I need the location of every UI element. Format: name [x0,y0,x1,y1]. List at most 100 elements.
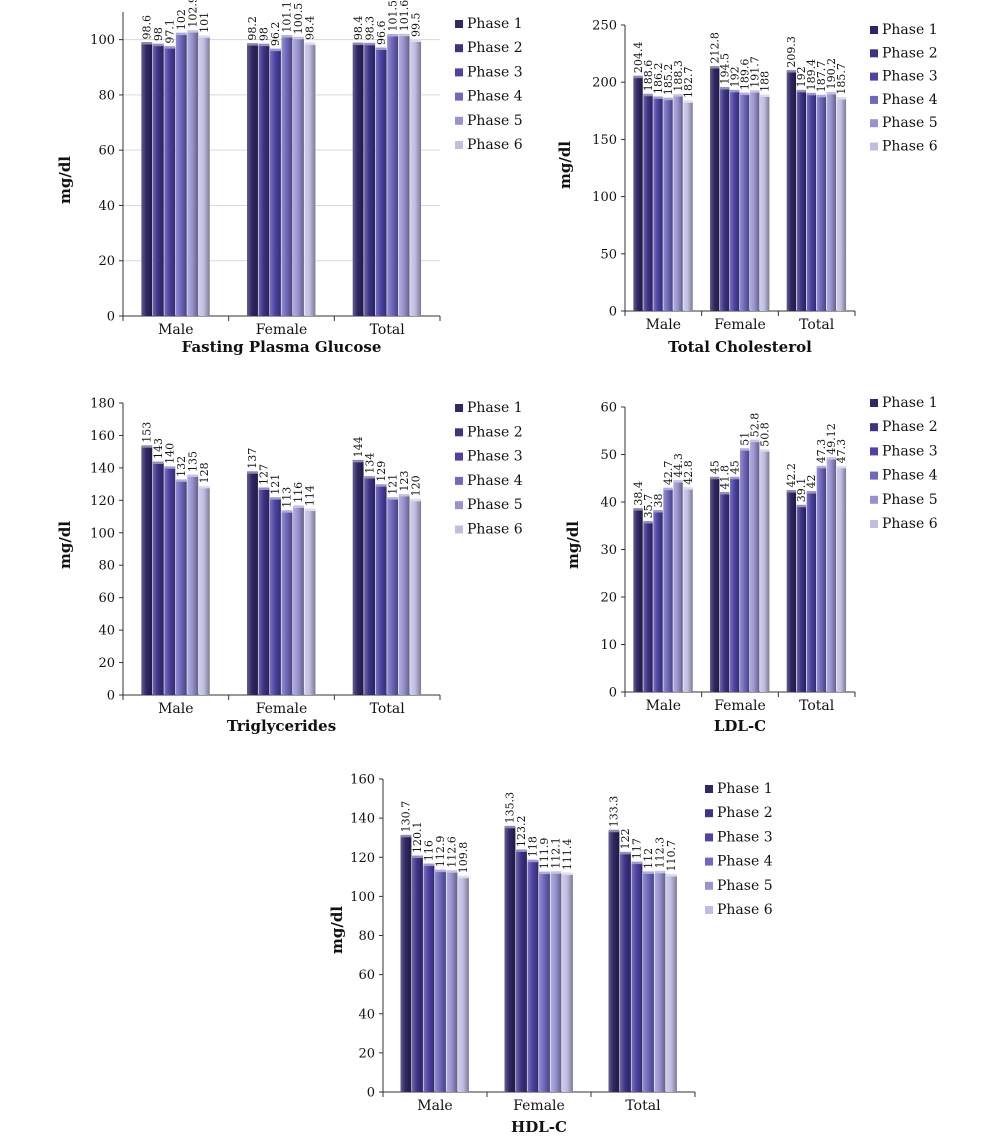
bar [720,493,730,692]
bar [539,873,550,1092]
legend-swatch [870,495,878,504]
bar [836,98,847,311]
bar [410,41,422,316]
data-label: 122 [619,828,632,849]
bar [796,91,807,312]
bar-cap [387,33,399,37]
data-label: 99.5 [409,13,422,38]
bar [760,95,770,311]
category-label: Total [625,1098,661,1114]
y-tick-label: 0 [107,689,115,704]
bar-cap [750,90,760,93]
bar-cap [683,100,693,103]
legend-swatch [705,785,713,793]
bar-cap [786,70,797,73]
bar-cap [730,476,740,480]
bar-cap [187,474,199,477]
legend-label: Phase 2 [882,45,938,61]
bar-cap [730,89,740,93]
category-label: Total [799,698,835,714]
data-label: 191.7 [749,56,762,88]
bar-cap [270,497,281,500]
bar [643,95,653,311]
data-label: 144 [352,436,365,457]
data-label: 118 [527,836,540,857]
data-label: 42 [805,475,818,489]
bar [710,478,720,692]
data-label: 188.6 [642,60,655,92]
data-label: 41.8 [719,465,732,490]
bar [435,871,446,1092]
bar-cap [633,75,643,79]
bar [643,522,653,692]
data-label: 111.4 [561,839,574,871]
legend-label: Phase 4 [717,854,773,870]
data-label: 98.6 [141,15,154,40]
legend-label: Phase 1 [467,16,523,32]
data-label: 112 [642,848,655,869]
bar [633,509,643,692]
bar [643,872,654,1092]
bar [683,488,693,692]
data-label: 102 [175,9,188,30]
data-label: 127 [258,464,271,485]
data-label: 188 [759,71,772,92]
legend-label: Phase 5 [467,497,523,513]
bar [152,463,164,695]
data-label: 116 [292,482,305,503]
bar [750,441,760,692]
bar-cap [504,825,516,829]
data-label: 42.2 [785,463,798,488]
y-tick-label: 10 [600,638,617,653]
bar [720,88,730,311]
data-label: 112.6 [446,836,459,868]
bar [633,77,643,311]
data-label: 189.6 [739,59,752,91]
bar-cap [304,42,316,46]
bar [786,71,797,312]
bar [375,49,387,317]
legend-label: Phase 3 [882,69,938,85]
bar [550,872,562,1092]
data-label: 120.1 [411,822,424,854]
data-label: 120 [409,475,422,496]
bar-cap [247,471,258,474]
y-tick-label: 80 [98,88,115,103]
legend-swatch [870,119,878,128]
data-label: 194.5 [719,53,732,85]
y-tick-label: 160 [350,773,375,788]
bar-cap [643,520,653,524]
data-label: 38 [652,494,665,508]
y-axis-label: mg/dl [56,521,74,569]
category-label: Male [158,322,193,338]
bar-cap [740,92,750,96]
bar [608,831,620,1092]
data-label: 49.12 [825,423,838,455]
data-label: 39.1 [795,478,808,503]
x-axis-label: LDL-C [714,717,766,735]
bar-cap [398,33,410,37]
data-label: 135.3 [504,792,517,824]
bar-cap [806,491,817,494]
data-label: 137 [246,448,259,469]
triglycerides-chart: 0 20 40 60 80 100 120 140 160 180 153 143 140 132 135 1… [0,385,523,755]
legend-label: Phase 3 [467,449,523,465]
y-tick-label: 250 [592,19,617,34]
data-label: 45 [729,460,742,474]
y-tick-label: 0 [609,305,617,320]
legend-swatch [870,423,878,432]
data-label: 100.5 [292,3,305,35]
bar-cap [816,94,827,98]
data-label: 112.9 [434,836,447,868]
bar [806,94,817,311]
bar-cap [683,487,693,490]
legend-swatch [705,881,713,890]
legend-swatch [455,404,463,412]
bar [620,853,631,1092]
bar [666,875,677,1092]
legend-label: Phase 6 [467,137,523,153]
bar [293,506,304,695]
legend-label: Phase 6 [467,522,523,538]
bar [730,91,740,312]
legend-label: Phase 3 [882,443,938,459]
